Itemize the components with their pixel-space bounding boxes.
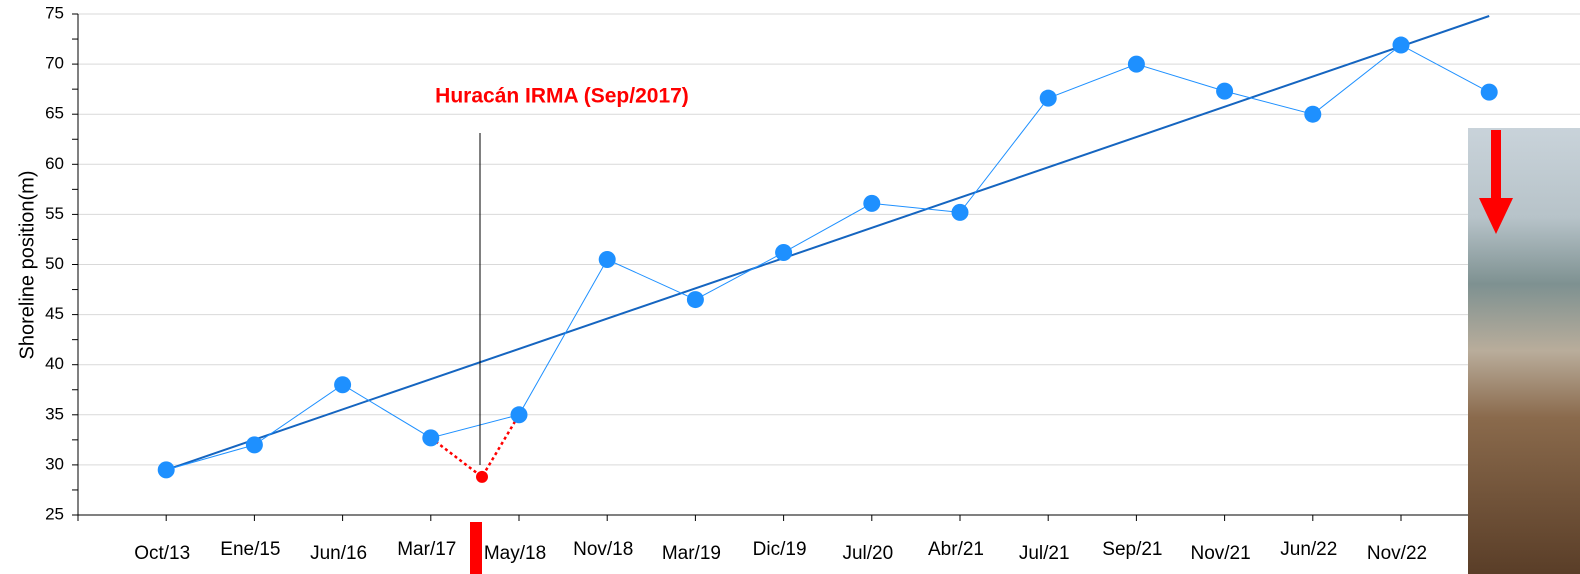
point bbox=[598, 250, 616, 268]
x-tick-label: Sep/21 bbox=[1102, 539, 1162, 560]
point bbox=[334, 376, 352, 394]
x-tick-label: Nov/21 bbox=[1190, 543, 1250, 564]
irma-line bbox=[430, 414, 521, 479]
y-tick-label: 70 bbox=[45, 54, 64, 73]
point bbox=[1392, 36, 1410, 54]
point bbox=[775, 243, 793, 261]
point bbox=[686, 291, 704, 309]
x-tick-label: Jul/21 bbox=[1019, 543, 1070, 564]
x-tick-label: Nov/22 bbox=[1367, 543, 1427, 564]
y-tick-label: 50 bbox=[45, 254, 64, 273]
point bbox=[157, 461, 175, 479]
y-tick-label: 65 bbox=[45, 104, 64, 123]
series-line bbox=[166, 44, 1490, 471]
y-tick-label: 25 bbox=[45, 504, 64, 523]
x-tick-label: Jul/20 bbox=[842, 543, 893, 564]
y-tick-label: 45 bbox=[45, 304, 64, 323]
photo-arrow-head bbox=[1479, 198, 1513, 234]
photo-arrow-shaft bbox=[1491, 130, 1501, 200]
point bbox=[422, 429, 440, 447]
y-tick-label: 75 bbox=[45, 3, 64, 22]
annotation: Huracán IRMA (Sep/2017) bbox=[435, 85, 689, 108]
point bbox=[1304, 105, 1322, 123]
point bbox=[1127, 55, 1145, 73]
point bbox=[1216, 82, 1234, 100]
irma-point bbox=[476, 470, 488, 483]
point bbox=[863, 194, 881, 212]
x-tick-label: Dic/19 bbox=[753, 539, 807, 560]
x-tick-label: Mar/17 bbox=[397, 539, 456, 560]
x-tick-label: Ene/15 bbox=[220, 539, 280, 560]
point bbox=[245, 436, 263, 454]
y-tick-label: 55 bbox=[45, 204, 64, 223]
point bbox=[951, 203, 969, 221]
red-arrow bbox=[470, 522, 482, 574]
x-tick-label: Nov/18 bbox=[573, 539, 633, 560]
y-tick-label: 30 bbox=[45, 454, 64, 473]
point bbox=[1039, 89, 1057, 107]
photo bbox=[1468, 128, 1580, 574]
point bbox=[1480, 83, 1498, 101]
y-tick-label: 40 bbox=[45, 354, 64, 373]
x-tick-label: Jun/16 bbox=[310, 543, 367, 564]
x-tick-label: Mar/19 bbox=[662, 543, 721, 564]
x-tick-label: Oct/13 bbox=[134, 543, 190, 564]
x-tick-label: Jun/22 bbox=[1280, 539, 1337, 560]
x-tick-label: Abr/21 bbox=[928, 539, 984, 560]
x-tick-label: May/18 bbox=[484, 543, 546, 564]
point bbox=[510, 406, 528, 424]
y-axis-label: Shoreline position(m) bbox=[16, 171, 38, 360]
trend-line bbox=[165, 15, 1490, 471]
y-tick-label: 60 bbox=[45, 154, 64, 173]
y-tick-label: 35 bbox=[45, 404, 64, 423]
